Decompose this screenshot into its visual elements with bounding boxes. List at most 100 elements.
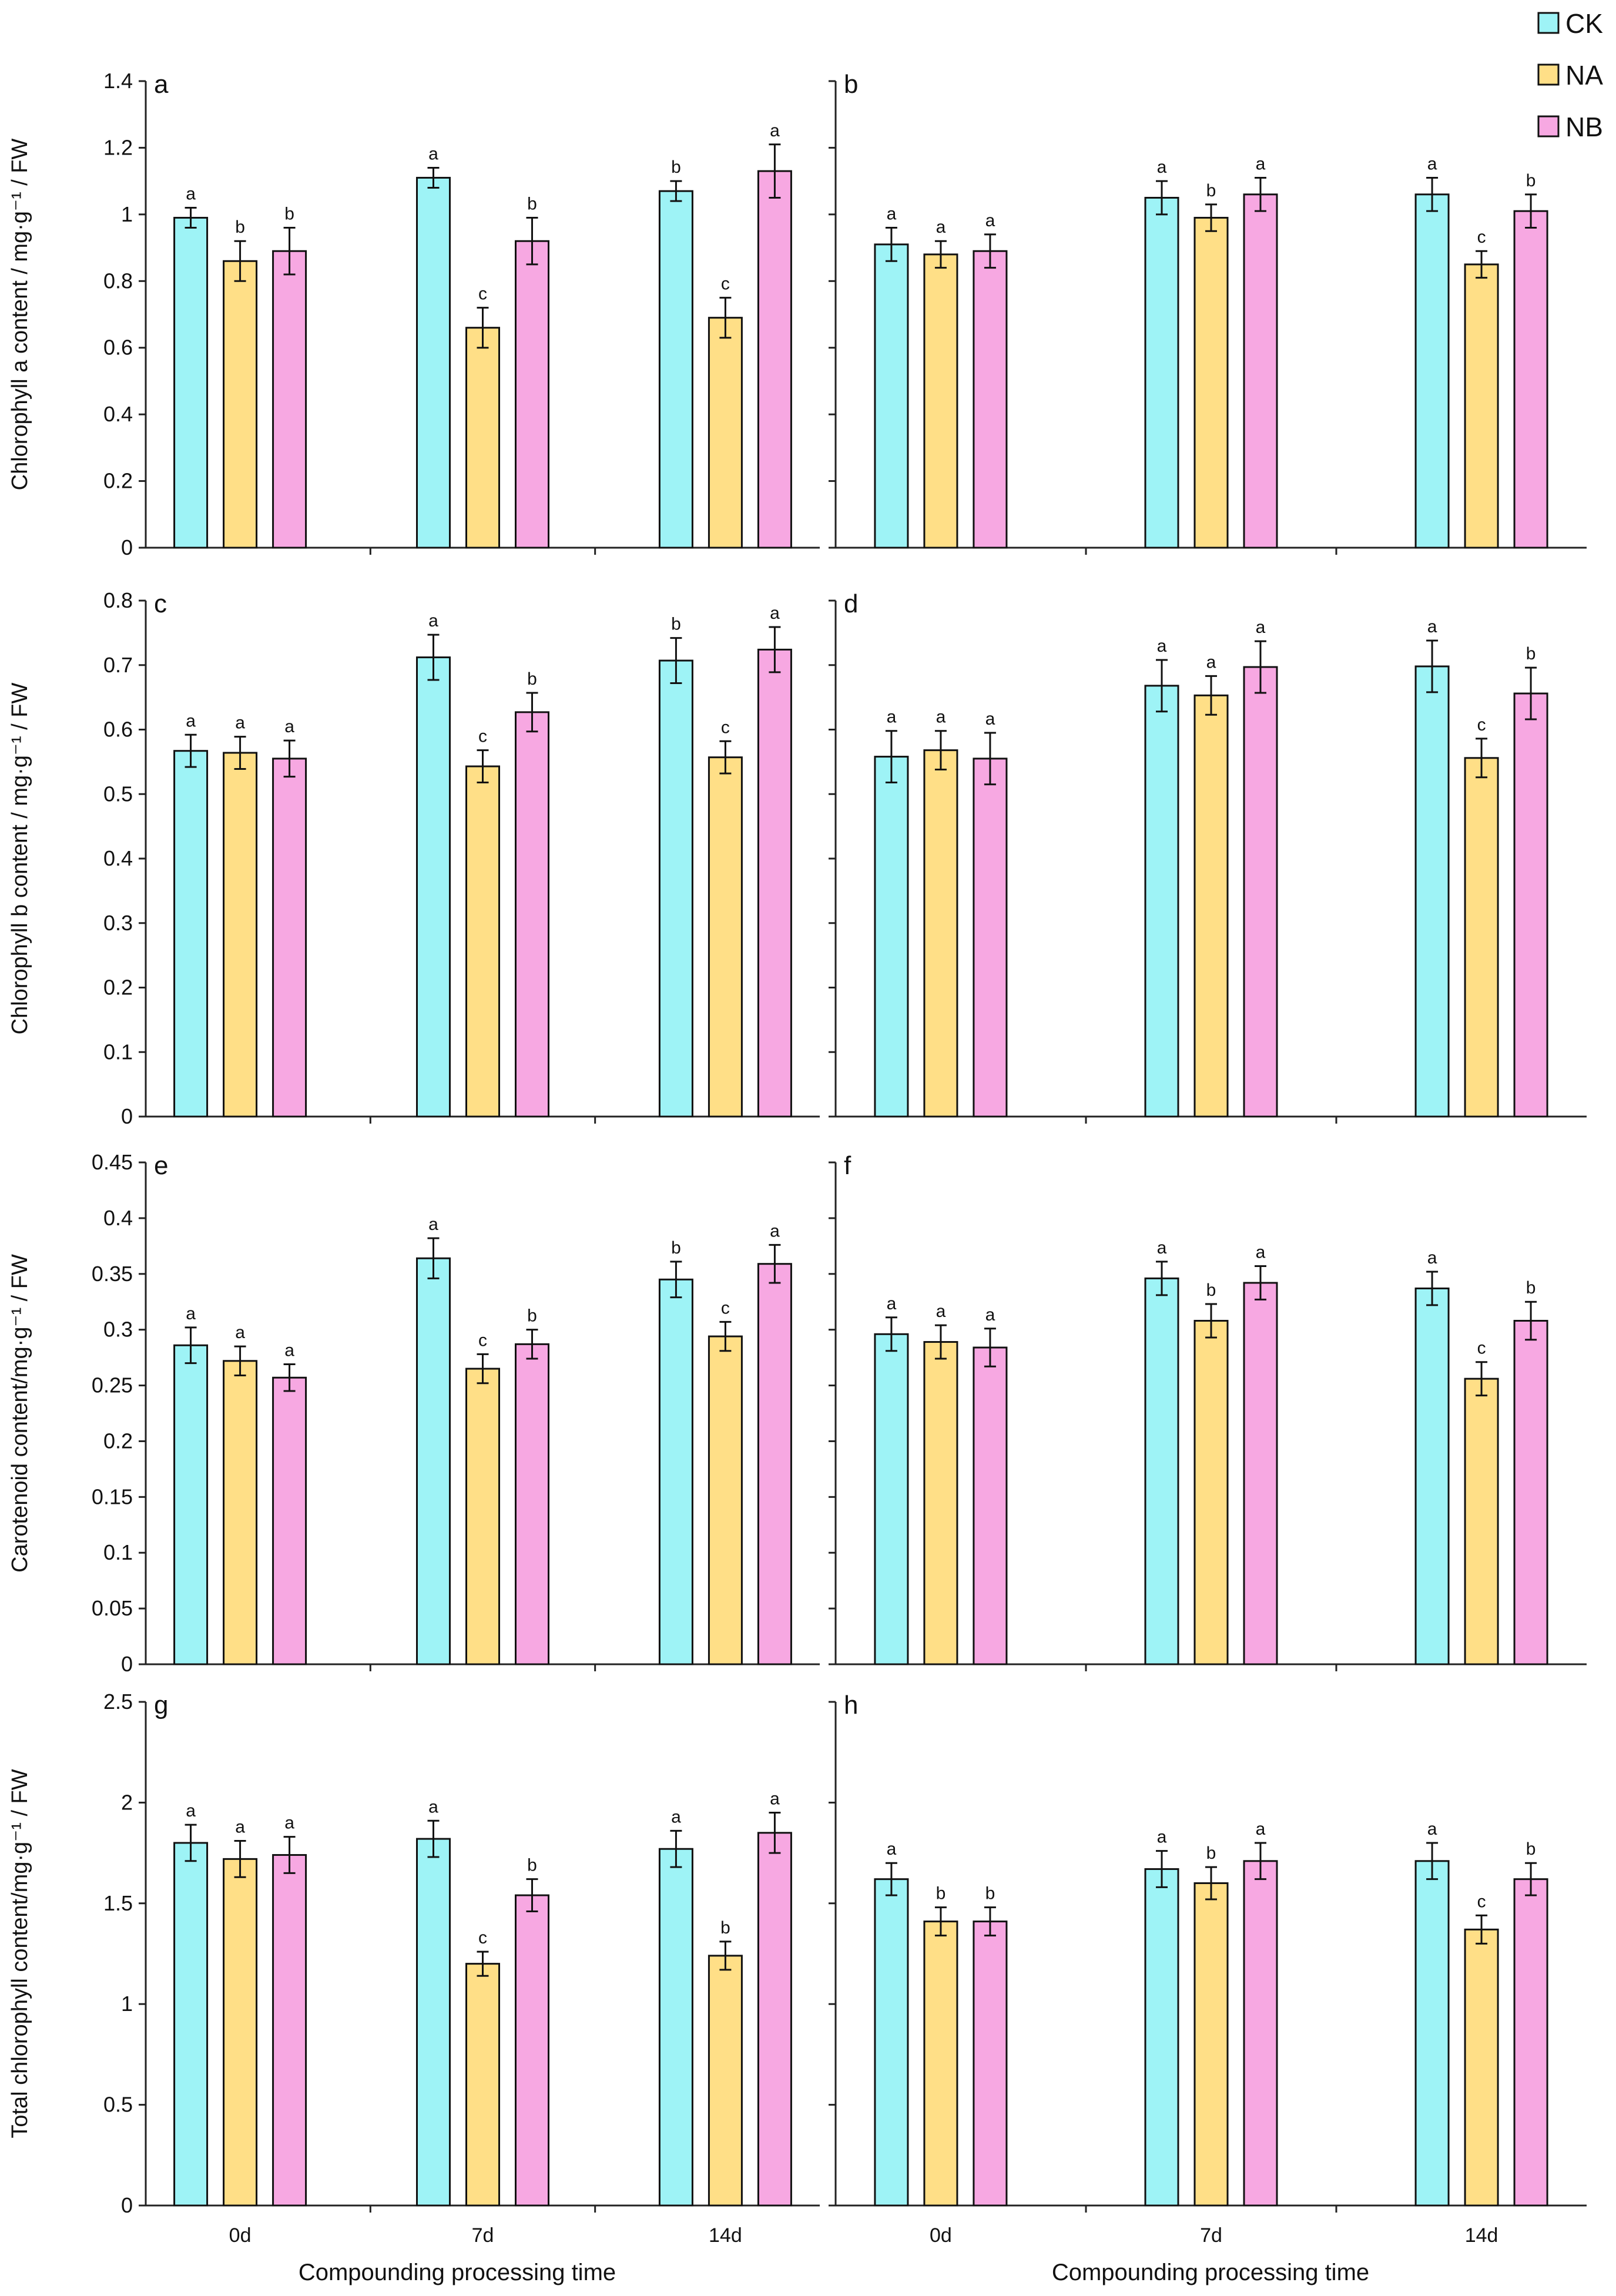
bar-nb-14d <box>757 648 792 1118</box>
bar-na-7d <box>1193 1882 1229 2207</box>
significance-letter: a <box>428 1797 438 1816</box>
y-tick-label: 1 <box>121 202 133 226</box>
bar-na-14d <box>708 1335 743 1665</box>
bar-na-7d <box>1193 217 1229 549</box>
panel-letter: e <box>154 1151 168 1180</box>
bar-ck-0d <box>173 217 209 549</box>
significance-letter: c <box>1477 1892 1486 1911</box>
significance-letter: a <box>428 144 438 163</box>
significance-letter: a <box>1427 154 1437 173</box>
significance-letter: c <box>478 284 487 304</box>
bar-na-0d <box>923 1341 958 1665</box>
significance-letter: b <box>720 1918 730 1938</box>
x-axis-title-left: Compounding processing time <box>299 2260 616 2285</box>
y-tick-label: 1.4 <box>103 69 133 93</box>
panel-b: b a a a a b a a c b <box>829 70 1587 555</box>
bar-na-0d <box>923 1920 958 2207</box>
bar-ck-14d <box>658 1848 693 2207</box>
bar-nb-7d <box>1243 666 1278 1118</box>
significance-letter: c <box>478 1928 487 1948</box>
significance-letter: a <box>186 185 196 204</box>
y-tick-label: 0 <box>121 535 133 559</box>
significance-letter: a <box>1157 1828 1167 1847</box>
panel-f: f a a a a b a a c b <box>829 1151 1587 1671</box>
bar-na-14d <box>1464 1377 1499 1665</box>
y-tick-label: 0.5 <box>103 2093 133 2117</box>
legend-swatch-na <box>1537 63 1560 86</box>
bar-ck-14d <box>1414 665 1450 1118</box>
y-tick-label: 0.6 <box>103 336 133 360</box>
significance-letter: c <box>1477 1339 1486 1358</box>
bar-nb-7d <box>515 1343 549 1665</box>
significance-letter: a <box>235 713 245 733</box>
y-tick-label: 0.05 <box>92 1596 133 1620</box>
significance-letter: b <box>1206 1281 1216 1300</box>
significance-letter: a <box>1157 157 1167 177</box>
bar-na-0d <box>223 752 258 1118</box>
significance-letter: a <box>1256 1819 1266 1839</box>
significance-letter: b <box>1526 644 1536 663</box>
bar-ck-7d <box>416 176 451 549</box>
y-axis-title: Total chlorophyll content/mg·g⁻¹ / FW <box>8 1769 32 2138</box>
bar-nb-0d <box>973 1346 1008 1665</box>
bar-nb-7d <box>515 1894 549 2207</box>
bar-na-7d <box>1193 1319 1229 1665</box>
significance-letter: a <box>235 1323 245 1342</box>
bar-ck-0d <box>874 243 909 549</box>
bar-ck-0d <box>173 1344 209 1665</box>
y-tick-label: 0.8 <box>103 588 133 612</box>
bar-ck-14d <box>658 659 693 1118</box>
significance-letter: c <box>721 274 730 294</box>
panel-letter: h <box>844 1691 858 1720</box>
y-tick-label: 0.6 <box>103 718 133 742</box>
bar-nb-7d <box>515 711 549 1118</box>
y-tick-label: 0.1 <box>103 1040 133 1064</box>
bar-nb-0d <box>272 1376 307 1665</box>
significance-letter: a <box>186 711 196 730</box>
bar-na-14d <box>708 756 743 1118</box>
panel-d: d a a a a a a a c b <box>829 589 1587 1124</box>
significance-letter: a <box>936 1302 946 1321</box>
bar-ck-0d <box>874 1878 909 2207</box>
legend-swatch-nb <box>1537 115 1560 138</box>
bar-nb-0d <box>272 757 307 1118</box>
y-tick-label: 1.5 <box>103 1891 133 1915</box>
y-tick-label: 0.4 <box>103 402 133 426</box>
bar-ck-0d <box>173 750 209 1118</box>
x-category-label: 14d <box>1465 2224 1498 2247</box>
y-tick-label: 0.8 <box>103 269 133 293</box>
significance-letter: a <box>1256 618 1266 637</box>
x-category-label: 0d <box>229 2224 252 2247</box>
bar-na-0d <box>223 1858 258 2207</box>
y-tick-label: 0.1 <box>103 1540 133 1564</box>
significance-letter: b <box>985 1884 995 1903</box>
bar-ck-7d <box>1144 197 1179 549</box>
significance-letter: a <box>284 1814 294 1833</box>
bar-ck-14d <box>1414 1287 1450 1665</box>
bar-ck-14d <box>1414 193 1450 549</box>
significance-letter: a <box>887 708 897 727</box>
significance-letter: a <box>284 717 294 736</box>
significance-letter: c <box>1477 227 1486 247</box>
bar-na-14d <box>1464 757 1499 1118</box>
y-tick-label: 0 <box>121 1652 133 1676</box>
significance-letter: a <box>770 604 780 623</box>
y-tick-label: 0.5 <box>103 782 133 806</box>
significance-letter: c <box>478 727 487 746</box>
y-tick-label: 0.4 <box>103 1206 133 1230</box>
significance-letter: b <box>671 615 681 634</box>
significance-letter: b <box>671 157 681 177</box>
y-axis-title: Chlorophyll a content / mg·g⁻¹ / FW <box>8 139 32 491</box>
x-category-label: 14d <box>709 2224 742 2247</box>
significance-letter: a <box>671 1807 681 1826</box>
bar-ck-14d <box>658 1278 693 1665</box>
bar-nb-14d <box>1513 1319 1548 1665</box>
bar-nb-7d <box>1243 193 1278 549</box>
significance-letter: b <box>235 217 245 237</box>
bar-na-14d <box>708 1955 743 2207</box>
bar-nb-14d <box>1513 1878 1548 2207</box>
bar-nb-14d <box>1513 210 1548 549</box>
bar-nb-0d <box>973 250 1008 549</box>
bar-nb-14d <box>757 1263 792 1665</box>
significance-letter: a <box>428 1215 438 1234</box>
